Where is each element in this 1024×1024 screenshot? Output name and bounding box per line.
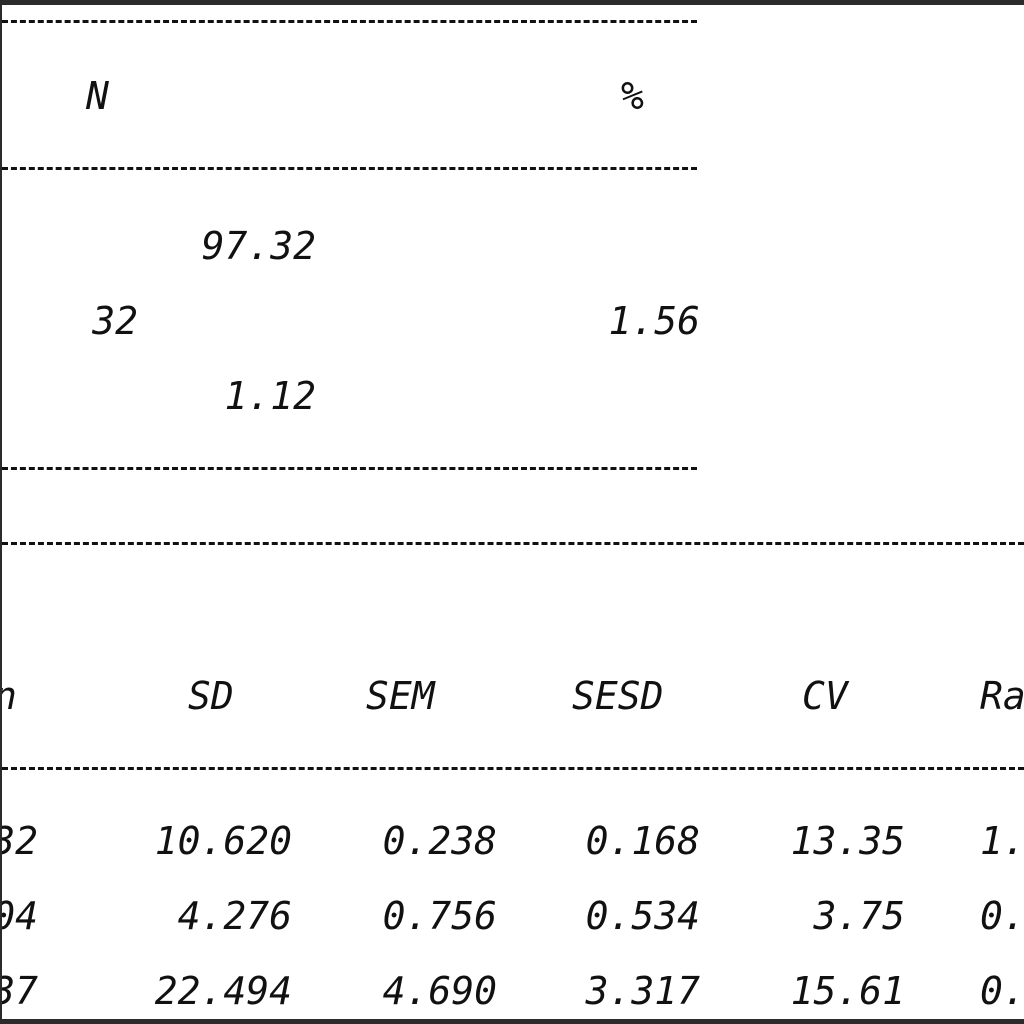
stats-row1-sesd: 0.168 [585, 819, 700, 863]
stats-header-sem: SEM [366, 674, 435, 718]
stats-row2-range: 0. [980, 894, 1024, 938]
stats-row2-sem: 0.756 [382, 894, 497, 938]
stats-row1-range: 1. [980, 819, 1024, 863]
header-rule [2, 167, 697, 170]
stats-row2-cv: 3.75 [813, 894, 905, 938]
stats-row3-cv: 15.61 [790, 969, 905, 1013]
stats-header-mean: n [2, 677, 17, 715]
stats-row3-sd: 22.494 [154, 969, 292, 1013]
stats-row2-sesd: 0.534 [585, 894, 700, 938]
stats-row3-range: 0. [980, 969, 1024, 1013]
stats-row1-cv: 13.35 [790, 819, 905, 863]
stats-header-cv: CV [802, 674, 848, 718]
stats-top-rule [2, 542, 1024, 545]
stats-header-sd: SD [188, 674, 234, 718]
stats-row3-mean: 37 [2, 969, 38, 1013]
header-percent: % [621, 74, 644, 118]
top-rule [2, 20, 697, 23]
stats-row3-sem: 4.690 [382, 969, 497, 1013]
stats-row1-sd: 10.620 [154, 819, 292, 863]
stats-row1-sem: 0.238 [382, 819, 497, 863]
stats-row1-mean: 32 [2, 819, 38, 863]
stats-header-rule [2, 767, 1024, 770]
stats-header-range: Ra [980, 674, 1024, 718]
row1-value: 97.32 [201, 224, 316, 268]
stats-row2-mean: 04 [2, 894, 38, 938]
stats-row3-sesd: 3.317 [585, 969, 700, 1013]
stats-row2-sd: 4.276 [177, 894, 292, 938]
stats-header-sesd: SESD [572, 674, 664, 718]
row2-percent: 1.56 [608, 299, 700, 343]
header-n: N [86, 74, 109, 118]
row2-n: 32 [92, 299, 138, 343]
row3-value: 1.12 [224, 374, 316, 418]
bottom-rule [2, 467, 697, 470]
